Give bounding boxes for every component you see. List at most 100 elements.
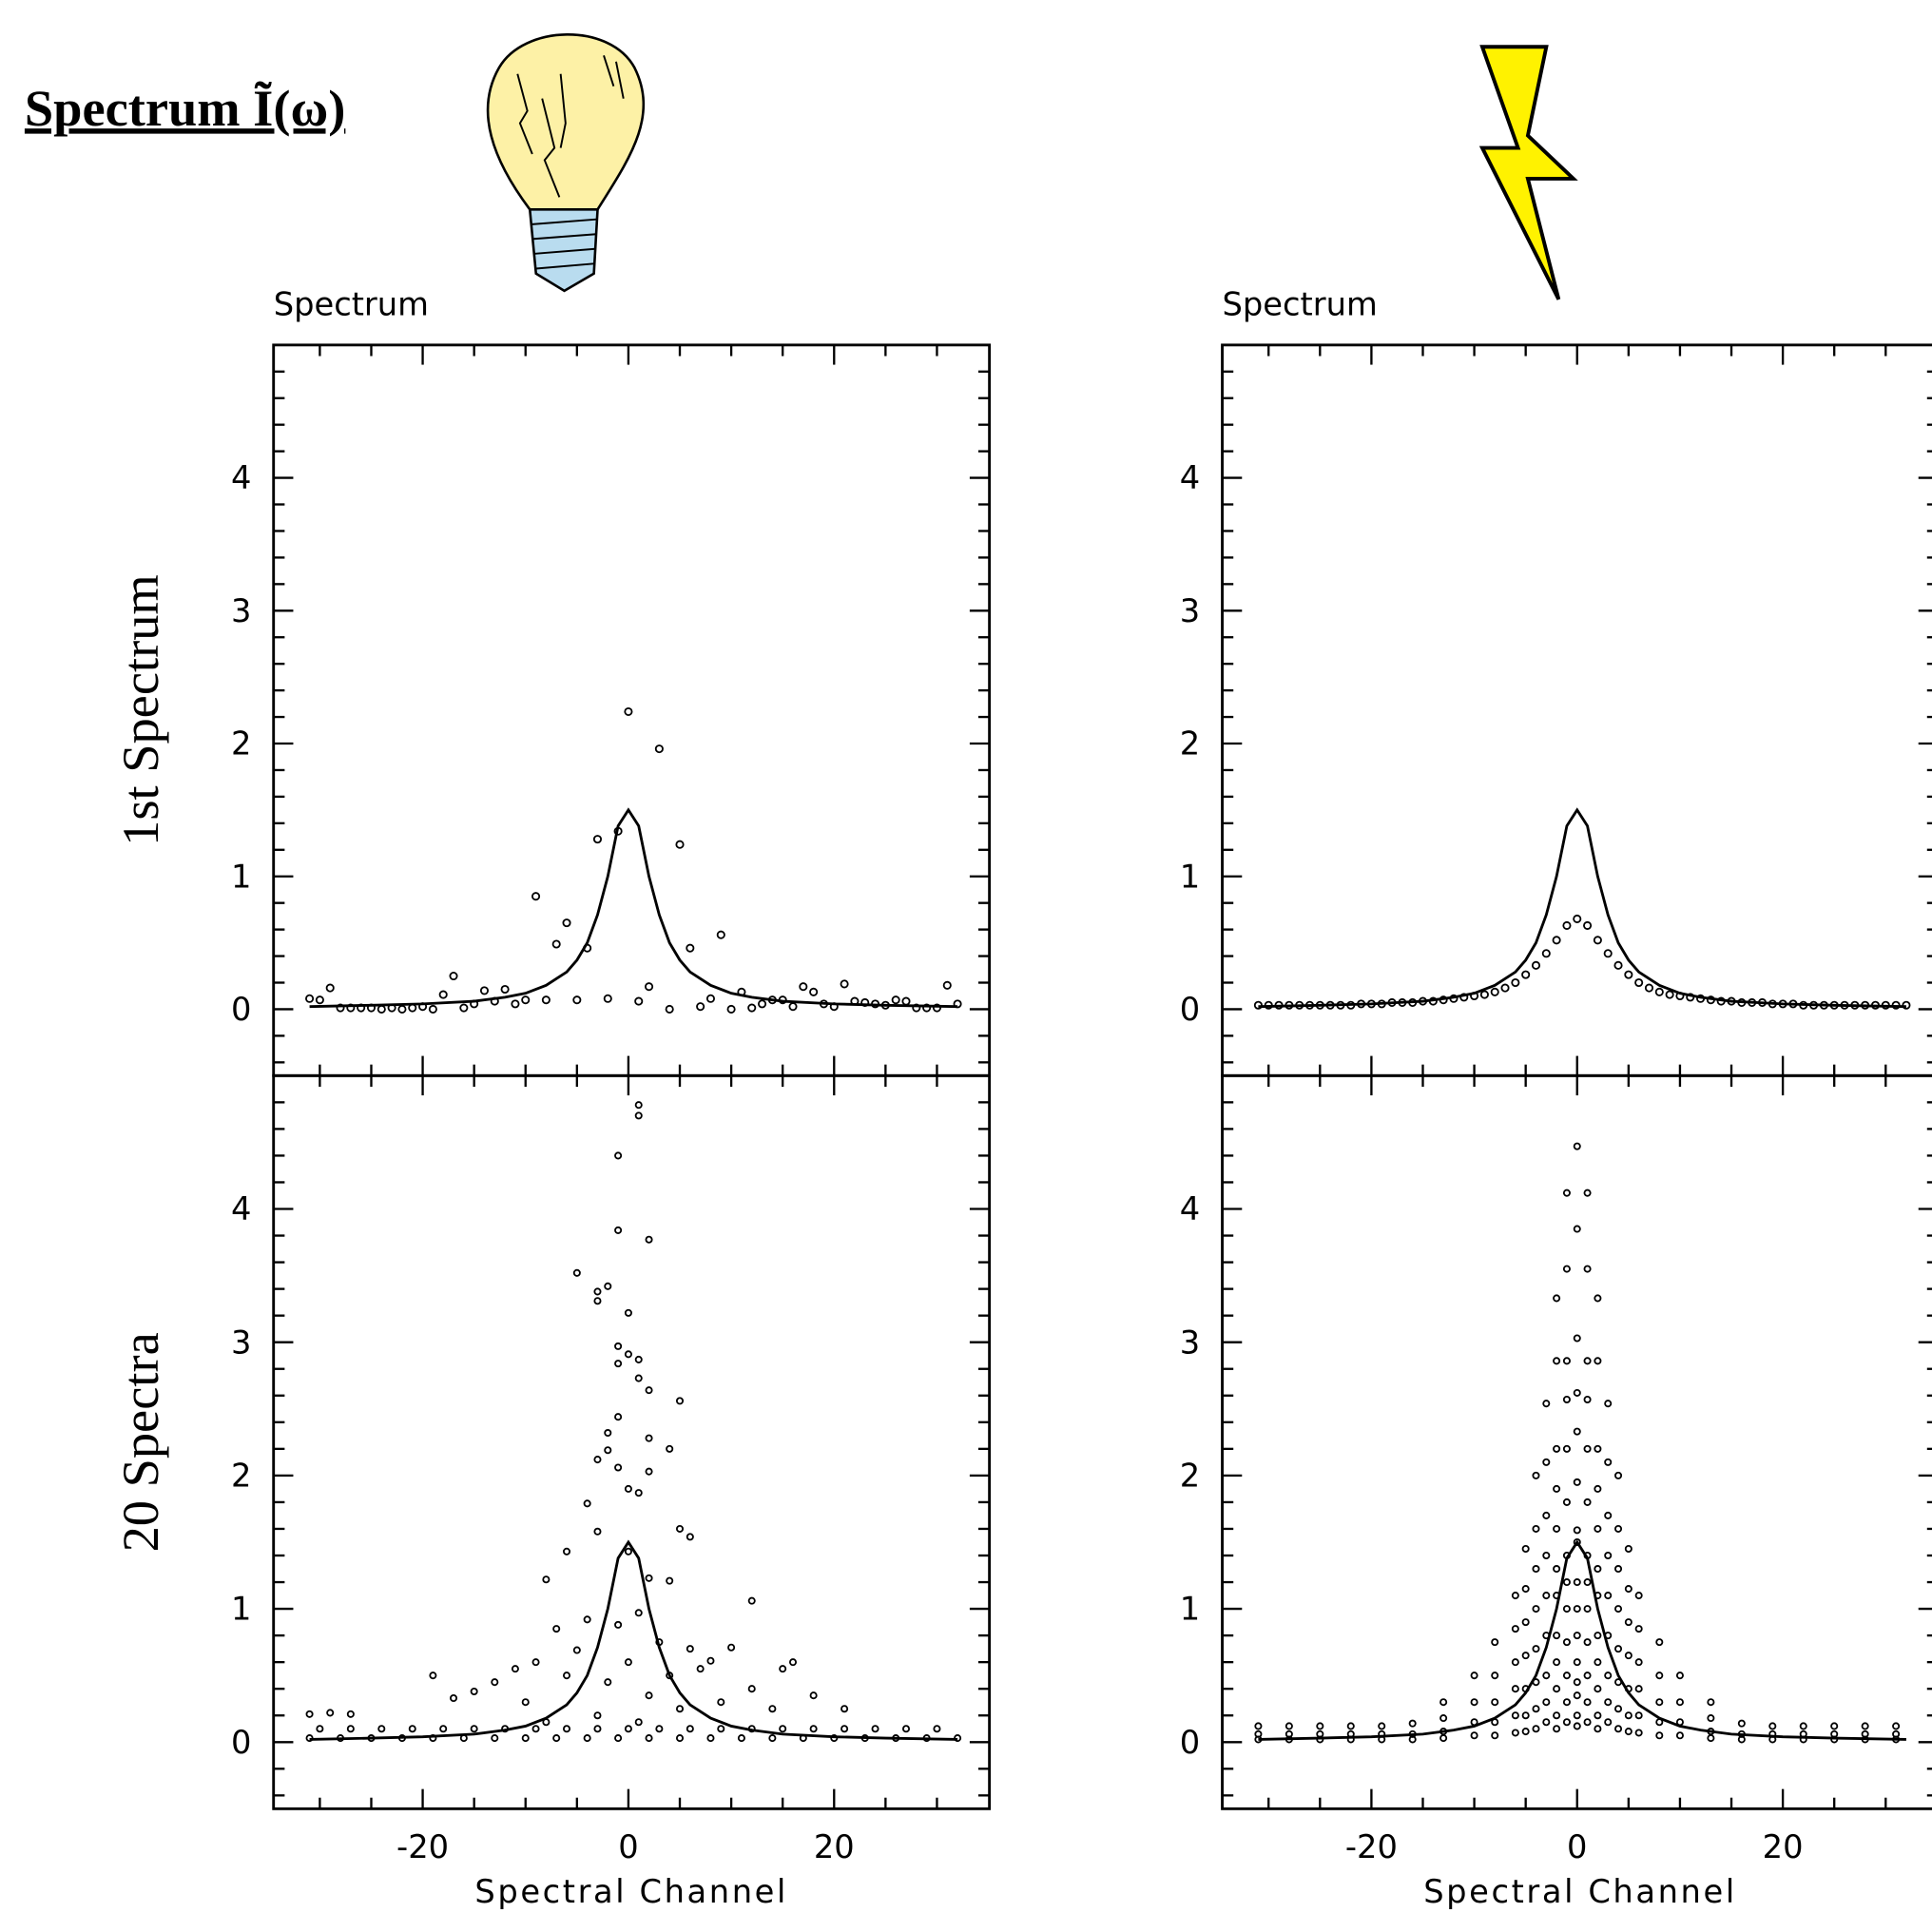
x-tick-label: -20 <box>1345 1828 1398 1865</box>
data-point <box>450 1693 458 1703</box>
data-point <box>624 706 633 717</box>
data-point <box>1264 1000 1273 1010</box>
data-point <box>1583 1551 1592 1560</box>
data-point <box>1398 997 1407 1008</box>
data-point <box>747 1725 756 1733</box>
data-point <box>1614 1678 1623 1687</box>
data-point <box>686 1645 694 1653</box>
y-tick-label: 2 <box>231 725 251 763</box>
data-point <box>901 996 911 1006</box>
data-point <box>1593 936 1602 945</box>
lightning-icon <box>1478 45 1578 300</box>
data-point <box>1532 1524 1540 1533</box>
plot-frame <box>272 1073 992 1810</box>
data-point <box>1521 1728 1530 1736</box>
data-point <box>1707 1734 1715 1743</box>
data-point <box>1634 1711 1643 1720</box>
data-point <box>377 1004 386 1014</box>
data-point <box>1553 1294 1561 1303</box>
data-point <box>1521 1585 1530 1594</box>
data-point <box>1902 1000 1911 1010</box>
plot-frame <box>1221 1073 1932 1810</box>
data-point <box>624 1725 632 1733</box>
data-point <box>500 984 510 995</box>
model-curve <box>1258 807 1906 1009</box>
data-point <box>1542 1718 1551 1727</box>
data-point <box>593 1527 602 1536</box>
data-point <box>1573 1691 1581 1700</box>
data-point <box>438 990 448 999</box>
data-point <box>377 1725 386 1733</box>
data-point <box>788 1002 798 1012</box>
data-point <box>737 987 746 996</box>
x-axis-label: Spectral Channel <box>474 1873 788 1910</box>
data-point <box>521 995 531 1005</box>
data-point <box>1613 960 1623 970</box>
data-point <box>829 1002 839 1012</box>
y-tick-label: 0 <box>1180 1724 1200 1761</box>
data-point <box>1274 1000 1284 1010</box>
data-point <box>954 1734 962 1743</box>
data-point <box>491 1678 499 1687</box>
data-point <box>1521 1711 1530 1720</box>
data-point <box>1614 1645 1623 1653</box>
data-point <box>1614 1471 1623 1479</box>
data-point <box>603 994 612 1003</box>
data-point <box>1799 1735 1807 1744</box>
data-point <box>551 939 561 949</box>
data-point <box>511 999 520 1009</box>
data-point <box>1840 1000 1849 1010</box>
data-point <box>614 1151 623 1160</box>
data-point <box>1316 1722 1324 1730</box>
data-point <box>850 996 860 1006</box>
data-point <box>1553 1725 1561 1733</box>
data-point <box>1542 1592 1551 1600</box>
data-point <box>1614 1725 1623 1733</box>
data-point <box>645 1235 653 1244</box>
data-point <box>1594 1484 1602 1493</box>
data-point <box>614 1342 623 1350</box>
data-point <box>871 999 880 1009</box>
data-point <box>1542 1698 1551 1707</box>
data-point <box>1553 1658 1561 1667</box>
x-tick-label: 20 <box>1763 1828 1804 1865</box>
data-point <box>768 1705 777 1713</box>
data-point <box>655 1725 664 1733</box>
data-point <box>1892 1722 1901 1730</box>
data-point <box>429 1734 437 1743</box>
data-point <box>1768 1722 1777 1730</box>
y-tick-label: 4 <box>1180 459 1200 496</box>
data-point <box>1553 1565 1561 1574</box>
data-point <box>1604 1458 1613 1466</box>
data-point <box>624 1308 632 1317</box>
data-point <box>1768 999 1777 1009</box>
data-point <box>1594 1658 1602 1667</box>
data-point <box>666 1576 674 1585</box>
data-point <box>346 1725 355 1733</box>
data-point <box>357 1003 366 1013</box>
data-point <box>1573 1711 1581 1720</box>
data-point <box>1737 1719 1746 1728</box>
data-point <box>572 1646 581 1654</box>
data-point <box>1594 1711 1602 1720</box>
data-point <box>428 1004 437 1014</box>
data-point <box>1614 1605 1623 1613</box>
data-point <box>1553 1484 1561 1493</box>
data-point <box>1532 1725 1540 1733</box>
data-point <box>593 1456 602 1464</box>
data-point <box>1378 1735 1386 1744</box>
data-point <box>1573 1578 1581 1587</box>
data-point <box>1573 1678 1581 1687</box>
data-point <box>1696 994 1706 1003</box>
y-tick-label: 3 <box>231 1324 251 1361</box>
data-point <box>1604 1592 1613 1600</box>
data-point <box>1757 997 1768 1008</box>
y-axis-label: 20 Spectra <box>112 1332 169 1552</box>
data-point <box>686 1533 694 1541</box>
data-point <box>758 999 767 1009</box>
data-point <box>367 1734 376 1743</box>
data-point <box>1624 1685 1633 1693</box>
y-tick-label: 1 <box>231 858 251 895</box>
data-point <box>747 1596 756 1605</box>
data-point <box>1583 1671 1592 1680</box>
